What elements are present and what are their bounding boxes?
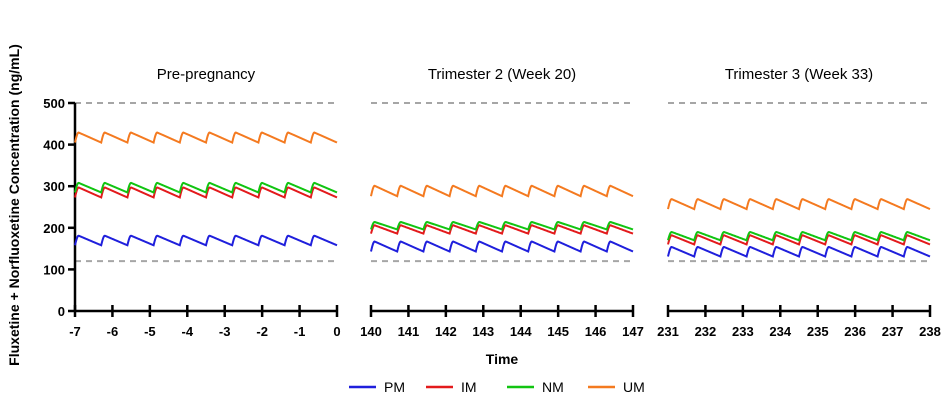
x-tick-label: -7: [69, 324, 81, 339]
x-tick-label: 0: [333, 324, 340, 339]
y-axis-title: Fluxetine + Norfluoxetine Concentration …: [6, 44, 22, 366]
x-tick-label: 234: [769, 324, 791, 339]
x-tick-label: -2: [256, 324, 268, 339]
y-tick-label: 0: [58, 304, 65, 319]
panel-title: Trimester 3 (Week 33): [725, 66, 873, 83]
x-tick-label: 235: [807, 324, 829, 339]
legend-label: NM: [542, 379, 564, 395]
chart-panels: Pre-pregnancy -7 -6 -5 -4 -3 -2 -1 0 0 100 200 300 40…: [43, 66, 941, 339]
x-tick-label: 236: [844, 324, 866, 339]
x-tick-label: -5: [144, 324, 156, 339]
x-tick-label: 142: [435, 324, 457, 339]
series-line-nm: [370, 220, 634, 231]
x-tick-label: 238: [919, 324, 941, 339]
y-tick-label: 500: [43, 96, 65, 111]
y-tick-label: 200: [43, 221, 65, 236]
x-tick-label: 147: [622, 324, 644, 339]
legend: PM IM NM UM: [349, 379, 645, 395]
x-tick-label: -3: [219, 324, 231, 339]
x-tick-label: 143: [472, 324, 494, 339]
legend-item-im: IM: [426, 379, 477, 395]
legend-label: PM: [384, 379, 405, 395]
x-tick-label: 144: [510, 324, 532, 339]
x-axis-title: Time: [486, 351, 519, 367]
y-tick-label: 300: [43, 179, 65, 194]
x-tick-label: 232: [695, 324, 717, 339]
x-tick-label: -4: [182, 324, 194, 339]
legend-item-um: UM: [588, 379, 645, 395]
series-line-um: [370, 184, 634, 198]
legend-item-nm: NM: [507, 379, 564, 395]
x-tick-label: 145: [547, 324, 569, 339]
x-tick-label: 140: [360, 324, 382, 339]
legend-label: UM: [623, 379, 645, 395]
x-tick-label: 141: [398, 324, 420, 339]
series-line-nm: [667, 230, 931, 242]
y-tick-label: 100: [43, 262, 65, 277]
x-tick-label: 146: [585, 324, 607, 339]
legend-item-pm: PM: [349, 379, 405, 395]
panel-title: Pre-pregnancy: [157, 66, 256, 83]
series-line-um: [74, 131, 338, 144]
chart-panel: Pre-pregnancy -7 -6 -5 -4 -3 -2 -1 0 0 100 200 300 40…: [43, 66, 340, 339]
series-line-nm: [74, 181, 338, 194]
series-line-pm: [667, 245, 931, 258]
series-line-um: [667, 198, 931, 211]
x-tick-label: 231: [657, 324, 679, 339]
series-line-im: [370, 224, 634, 235]
x-tick-label: -1: [294, 324, 306, 339]
legend-label: IM: [461, 379, 477, 395]
chart-panel: Trimester 2 (Week 20) 140 141 142 143 144 145 1…: [360, 66, 644, 339]
chart-panel: Trimester 3 (Week 33) 231 232 233 234 235 236 2…: [657, 66, 941, 339]
x-tick-label: 237: [882, 324, 904, 339]
panel-title: Trimester 2 (Week 20): [428, 66, 576, 83]
series-line-im: [74, 186, 338, 199]
series-line-im: [667, 234, 931, 246]
y-tick-label: 400: [43, 138, 65, 153]
x-tick-label: -6: [107, 324, 119, 339]
x-tick-label: 233: [732, 324, 754, 339]
series-line-pm: [74, 234, 338, 247]
series-line-pm: [370, 240, 634, 253]
